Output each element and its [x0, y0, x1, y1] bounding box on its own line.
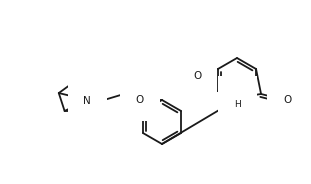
- Text: N: N: [83, 96, 91, 106]
- Text: O: O: [283, 95, 291, 105]
- Text: O: O: [193, 79, 201, 89]
- Text: H: H: [234, 100, 240, 109]
- Text: O: O: [136, 95, 144, 105]
- Text: O: O: [193, 71, 201, 81]
- Text: N: N: [233, 92, 241, 102]
